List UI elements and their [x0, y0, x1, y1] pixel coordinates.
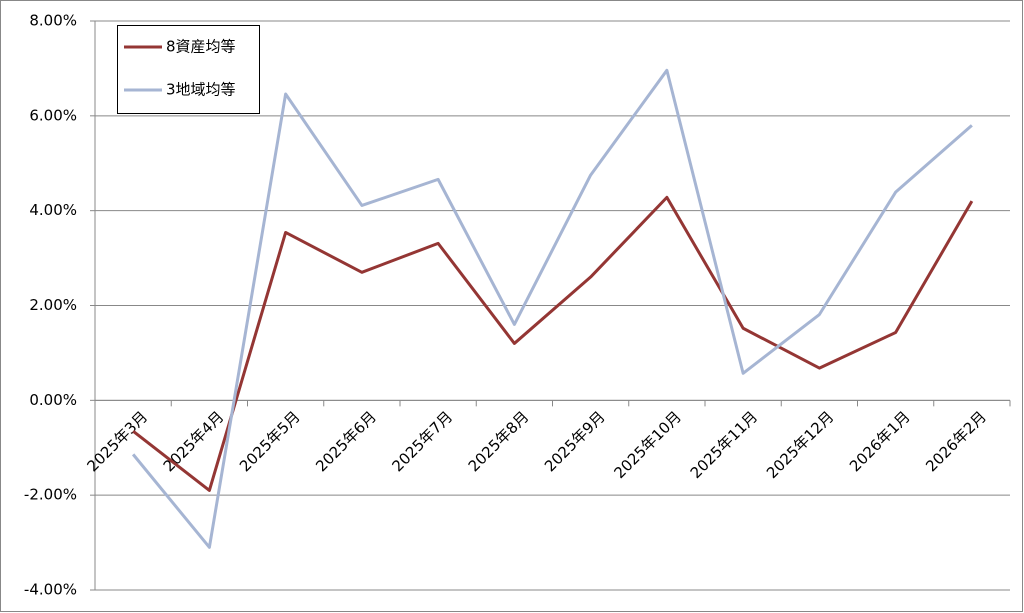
y-tick-label: 8.00% [29, 12, 77, 30]
y-tick-label: -2.00% [24, 486, 77, 504]
legend-label: 8資産均等 [166, 38, 236, 56]
legend-label: 3地域均等 [166, 81, 236, 99]
y-tick-label: 4.00% [29, 201, 77, 219]
y-tick-label: 6.00% [29, 106, 77, 124]
y-tick-label: 0.00% [29, 391, 77, 409]
legend-box [117, 25, 260, 114]
legend: 8資産均等 3地域均等 [117, 25, 260, 114]
series-line [132, 195, 974, 492]
y-tick-label: -4.00% [24, 581, 77, 599]
series-line [131, 68, 973, 549]
y-tick-label: 2.00% [29, 296, 77, 314]
